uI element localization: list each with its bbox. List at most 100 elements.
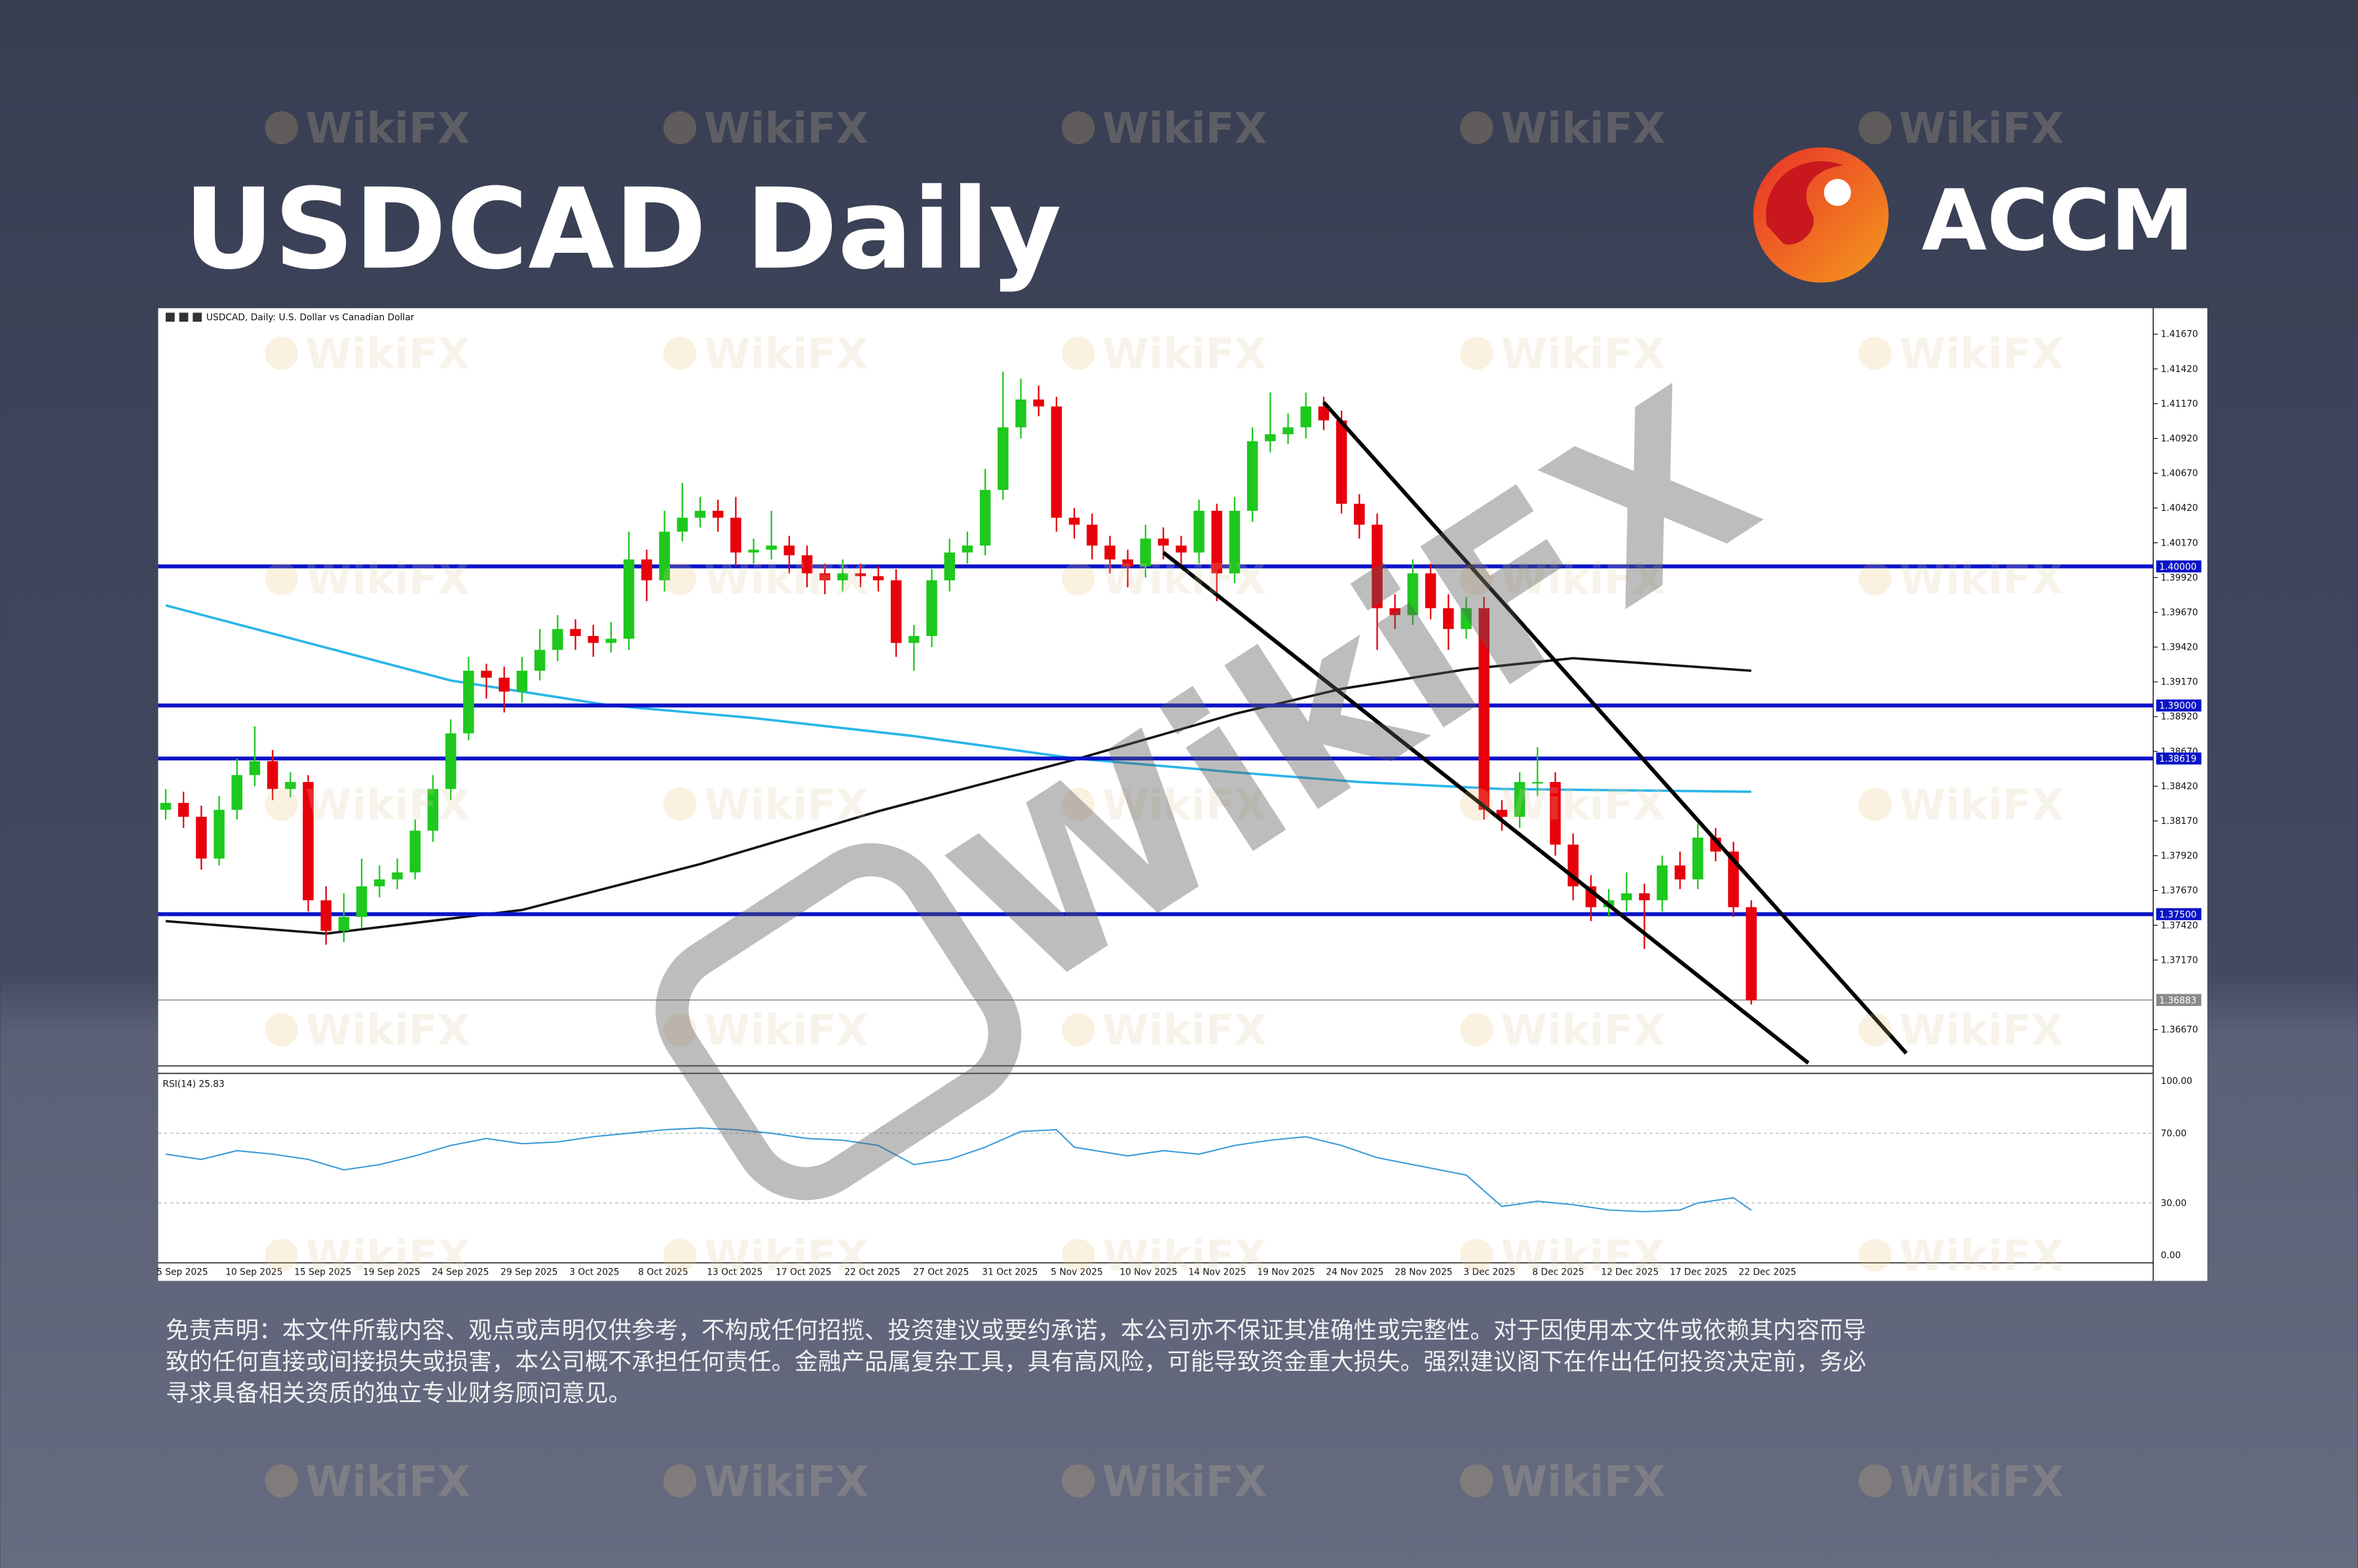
candle-body (659, 531, 670, 581)
x-tick-label: 19 Nov 2025 (1257, 1267, 1315, 1277)
watermark-icon (265, 562, 298, 595)
x-tick-label: 27 Oct 2025 (913, 1267, 969, 1277)
candle-body (890, 580, 902, 643)
watermark: WikiFX (704, 1006, 869, 1055)
watermark-icon (1460, 787, 1493, 821)
candle-body (694, 510, 706, 518)
rsi-label: RSI(14) 25.83 (162, 1079, 224, 1090)
level-tag (2156, 752, 2201, 765)
x-tick-label: 13 Oct 2025 (707, 1267, 762, 1277)
watermark-icon (1460, 1464, 1493, 1498)
watermark-icon (663, 787, 697, 821)
candle-body (1461, 608, 1472, 629)
watermark-icon (1061, 337, 1095, 370)
watermark-icon (663, 111, 697, 145)
watermark-icon (1460, 562, 1493, 595)
candle-body (178, 802, 189, 817)
watermark: WikiFX (1501, 104, 1665, 153)
watermark: WikiFX (704, 781, 869, 830)
x-tick-label: 28 Nov 2025 (1394, 1267, 1452, 1277)
watermark-icon (1858, 1464, 1892, 1498)
y-tick-label: 1.36670 (2161, 1025, 2198, 1036)
watermark-icon (1858, 562, 1892, 595)
x-tick-label: 15 Sep 2025 (294, 1267, 351, 1277)
trend-line (1162, 551, 1810, 1065)
candle-body (338, 916, 350, 931)
watermark: WikiFX (1899, 104, 2063, 153)
watermark: WikiFX (1899, 781, 2063, 830)
watermark: WikiFX (1501, 1457, 1665, 1506)
x-tick-label: 3 Dec 2025 (1463, 1267, 1515, 1277)
watermark-icon (265, 1464, 298, 1498)
candle-body (534, 650, 546, 671)
watermark: WikiFX (1102, 1232, 1267, 1281)
watermark: WikiFX (1102, 1457, 1267, 1506)
y-tick-label: 1.41670 (2161, 329, 2198, 340)
watermark: WikiFX (1501, 329, 1665, 379)
candle-body (712, 510, 724, 518)
y-tick-label: 1.41170 (2161, 399, 2198, 409)
chart-icon (179, 312, 189, 322)
level-label: 1.39000 (2160, 701, 2197, 711)
x-tick-label: 14 Nov 2025 (1188, 1267, 1246, 1277)
chart-icon (165, 312, 175, 322)
candle-body (1496, 810, 1508, 817)
x-tick-label: 22 Dec 2025 (1738, 1267, 1796, 1277)
candle-body (1318, 406, 1330, 420)
candle-body (1104, 545, 1115, 560)
candle-body (1015, 399, 1026, 428)
watermark-icon (663, 562, 697, 595)
watermark-icon (265, 1013, 298, 1047)
rsi-line (165, 1127, 1752, 1213)
watermark-icon (663, 1239, 697, 1272)
watermark: WikiFX (1899, 1232, 2063, 1281)
watermark: WikiFX (305, 1006, 470, 1055)
y-tick-label: 1.39670 (2161, 607, 2198, 618)
candle-body (214, 810, 225, 859)
watermark-icon (1858, 1013, 1892, 1047)
candle-body (267, 761, 278, 789)
watermark-icon (1858, 787, 1892, 821)
watermark-icon (1061, 787, 1095, 821)
watermark: WikiFX (1102, 104, 1267, 153)
disclaimer-line: 致的任何直接或间接损失或损害，本公司概不承担任何责任。金融产品属复杂工具，具有高… (166, 1349, 1866, 1375)
watermark: WikiFX (1501, 1006, 1665, 1055)
y-tick-label: 1.37170 (2161, 955, 2198, 965)
x-tick-label: 8 Dec 2025 (1532, 1267, 1584, 1277)
candle-body (783, 545, 795, 555)
watermark: WikiFX (1102, 555, 1267, 605)
candle-body (962, 545, 973, 553)
candle-body (1176, 545, 1187, 553)
x-tick-label: 10 Sep 2025 (225, 1267, 282, 1277)
candle-body (392, 872, 403, 880)
watermark: WikiFX (305, 1457, 470, 1506)
candle-body (498, 677, 510, 692)
x-tick-label: 24 Nov 2025 (1326, 1267, 1383, 1277)
moving-average (165, 604, 1751, 793)
watermark: WikiFX (1899, 1006, 2063, 1055)
candle-body (1336, 420, 1347, 504)
candle-body (605, 639, 617, 643)
x-tick-label: 31 Oct 2025 (982, 1267, 1038, 1277)
y-tick-label: 1.38420 (2161, 781, 2198, 792)
watermark: WikiFX (704, 1457, 869, 1506)
candle-body (944, 552, 955, 581)
watermark-icon (265, 111, 298, 145)
candle-body (1122, 559, 1133, 567)
candle-body (1193, 510, 1205, 553)
watermark: WikiFX (1501, 555, 1665, 605)
watermark-icon (1858, 1239, 1892, 1272)
level-label: 1.40000 (2160, 562, 2197, 572)
logo-text: ACCM (1922, 172, 2194, 270)
candle-body (801, 555, 813, 574)
candle-body (303, 781, 314, 901)
rsi-tick-label: 70.00 (2161, 1129, 2186, 1139)
rsi-tick-label: 100.00 (2161, 1076, 2192, 1087)
candle-body (1532, 781, 1543, 784)
candle-body (1246, 441, 1258, 511)
candle-body (837, 573, 848, 581)
candle-body (1372, 525, 1383, 608)
x-tick-label: 22 Oct 2025 (844, 1267, 900, 1277)
x-tick-label: 10 Nov 2025 (1119, 1267, 1177, 1277)
